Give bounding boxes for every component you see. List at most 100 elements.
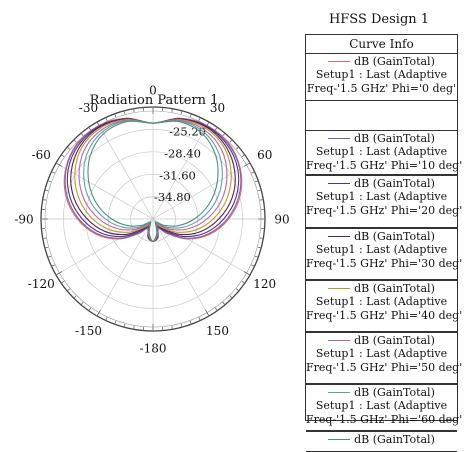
ring-tick [74, 296, 76, 298]
legend-entry-line1: dB (GainTotal) [306, 229, 457, 243]
radial-tick-label: -28.40 [164, 147, 201, 161]
ring-tick [215, 308, 217, 311]
ring-tick [48, 181, 51, 182]
ring-tick [190, 321, 191, 324]
legend-freq-phi: Freq-'1.5 GHz' Phi='10 deg' [306, 159, 457, 173]
legend-entry-line1: dB (GainTotal) [306, 385, 457, 399]
legend-setup: Setup1 : Last (Adaptive [306, 295, 457, 309]
polar-grid [41, 107, 265, 331]
legend-entry-line1: dB (GainTotal) [306, 54, 457, 68]
ring-tick [251, 172, 254, 173]
legend-setup: Setup1 : Last (Adaptive [306, 68, 457, 82]
legend-freq-phi: Freq-'1.5 GHz' Phi='60 deg' [306, 413, 457, 427]
radiation-pattern-chart: Radiation Pattern 1 0306090120150-180-15… [0, 0, 300, 433]
ring-tick [67, 289, 70, 291]
ring-tick [215, 127, 217, 130]
angle-spoke [56, 163, 153, 219]
angle-spoke [97, 219, 153, 316]
legend-swatch [328, 340, 350, 341]
legend-swatch [328, 288, 350, 289]
angle-tick-label: -150 [75, 324, 102, 338]
ring-tick [67, 147, 70, 149]
legend-swatch [328, 138, 350, 139]
legend-entry-line1: dB (GainTotal) [306, 333, 457, 347]
ring-tick [124, 324, 125, 327]
ring-tick [223, 133, 225, 136]
ring-tick [115, 114, 116, 117]
legend-setup: Setup1 : Last (Adaptive [306, 347, 457, 361]
radial-tick-labels: -25.20-28.40-31.60-34.80 [154, 125, 206, 204]
ring-tick [181, 324, 182, 327]
angle-tick-label: -180 [140, 342, 167, 356]
legend-entry-line1: dB (GainTotal) [306, 281, 457, 295]
legend-measure: dB (GainTotal) [354, 282, 435, 295]
ring-tick [106, 317, 107, 320]
radial-tick-label: -34.80 [154, 190, 191, 204]
ring-tick [242, 281, 245, 283]
ring-tick [74, 140, 76, 142]
legend-setup: Setup1 : Last (Adaptive [306, 145, 457, 159]
ring-tick [251, 265, 254, 266]
legend-freq-phi: Freq-'1.5 GHz' Phi='30 deg' [306, 257, 457, 271]
angle-tick-label: 90 [274, 213, 289, 227]
legend-entry-line1: dB (GainTotal) [306, 131, 457, 145]
legend-measure: dB (GainTotal) [354, 55, 435, 68]
angle-spoke [153, 219, 209, 316]
legend-entry-line1: dB (GainTotal) [306, 176, 457, 190]
legend-setup: Setup1 : Last (Adaptive [306, 399, 457, 413]
legend-freq-phi: Freq-'1.5 GHz' Phi='20 deg' [306, 204, 457, 218]
angle-tick-label: 150 [206, 324, 229, 338]
angle-tick-label: -60 [32, 148, 51, 162]
ring-tick [181, 111, 182, 114]
legend-swatch [328, 392, 350, 393]
ring-tick [258, 190, 261, 191]
ring-tick [51, 265, 54, 266]
legend-measure: dB (GainTotal) [354, 386, 435, 399]
angle-tick-label: 120 [253, 277, 276, 291]
ring-tick [81, 302, 83, 305]
ring-tick [106, 117, 107, 120]
ring-tick [81, 133, 83, 136]
ring-tick [89, 127, 91, 130]
angle-tick-label: 0 [149, 84, 157, 98]
legend-header: Curve Info [306, 35, 457, 54]
ring-tick [236, 147, 239, 149]
legend-swatch [328, 236, 350, 237]
legend-freq-phi: Freq-'1.5 GHz' Phi='50 deg' [306, 361, 457, 375]
legend-measure: dB (GainTotal) [354, 230, 435, 243]
radial-tick-label: -31.60 [159, 168, 196, 182]
angle-tick-label: 30 [210, 101, 225, 115]
curve-info-legend: Curve Info dB (GainTotal)Setup1 : Last (… [305, 34, 458, 421]
angle-tick-label: -30 [79, 101, 98, 115]
ring-tick [255, 256, 258, 257]
legend-freq-phi: Freq-'1.5 GHz' Phi='0 deg' [306, 82, 457, 96]
ring-tick [61, 155, 64, 157]
legend-measure: dB (GainTotal) [354, 132, 435, 145]
ring-tick [230, 140, 232, 142]
angle-spoke [97, 122, 153, 219]
angle-tick-label: -90 [14, 213, 33, 227]
ring-tick [45, 247, 48, 248]
legend-measure: dB (GainTotal) [354, 334, 435, 347]
ring-tick [223, 302, 225, 305]
legend-measure: dB (GainTotal) [354, 433, 435, 446]
angle-tick-label: -120 [28, 277, 55, 291]
angle-tick-label: 60 [257, 148, 272, 162]
ring-tick [236, 289, 239, 291]
legend-measure: dB (GainTotal) [354, 177, 435, 190]
legend-swatch [328, 61, 350, 62]
legend-swatch [328, 439, 350, 440]
legend-entry: dB (GainTotal) [306, 431, 457, 452]
ring-tick [51, 172, 54, 173]
ring-tick [61, 281, 64, 283]
ring-tick [242, 155, 245, 157]
ring-tick [199, 117, 200, 120]
ring-tick [89, 308, 91, 311]
